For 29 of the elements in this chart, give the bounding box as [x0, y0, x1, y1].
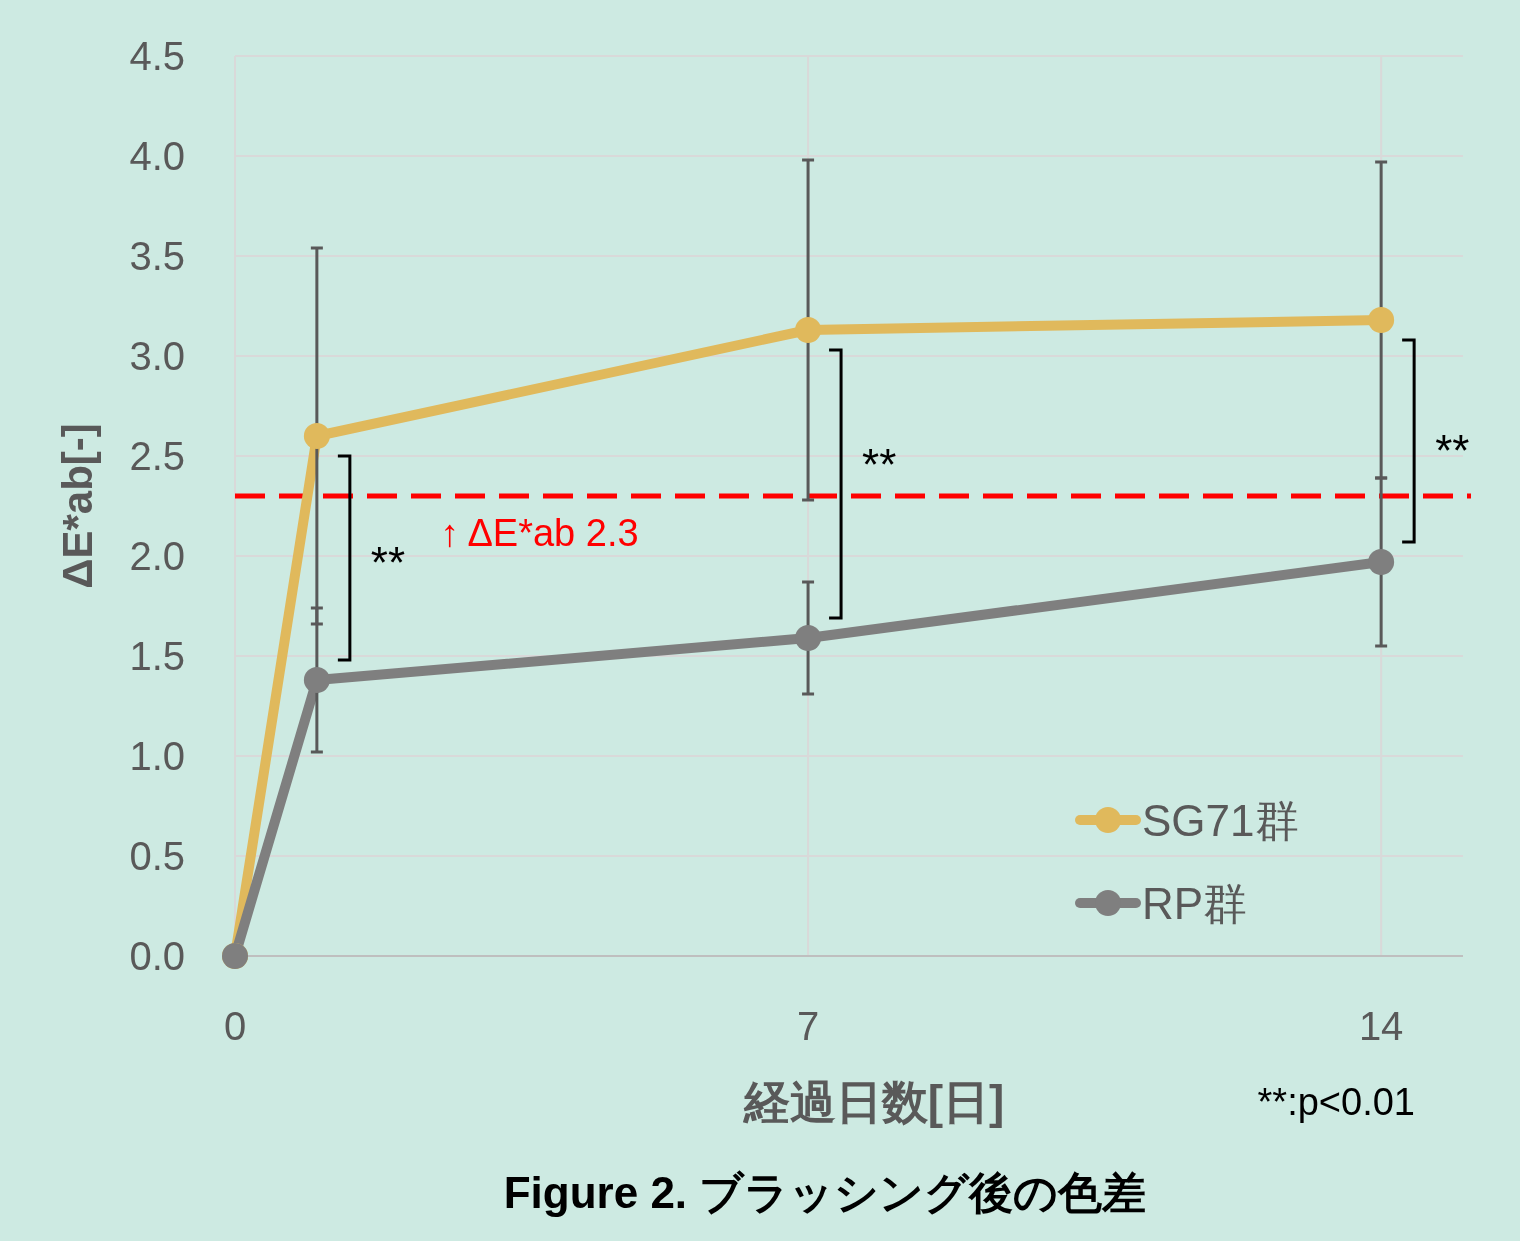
annotation: ** — [370, 538, 406, 587]
x-tick-label: 0 — [223, 1004, 247, 1048]
y-tick-label: 4.5 — [129, 34, 185, 78]
point — [795, 625, 822, 651]
legend-label: SG71群 — [1142, 796, 1299, 845]
point — [1368, 549, 1395, 575]
point — [303, 423, 330, 449]
point — [795, 317, 822, 343]
y-tick-label: 3.5 — [129, 234, 185, 278]
y-tick-label: 1.5 — [129, 634, 185, 678]
y-tick-label: 3.0 — [129, 334, 185, 378]
y-tick-label: 2.5 — [129, 434, 185, 478]
y-tick-label: 4.0 — [129, 134, 185, 178]
x-axis-title: 経過日数[日] — [741, 1076, 1005, 1128]
x-tick-label: 14 — [1358, 1004, 1404, 1048]
y-tick-label: 2.0 — [129, 534, 185, 578]
text: **:p<0.01 — [1257, 1081, 1415, 1123]
annotation: ** — [862, 440, 897, 489]
y-tick-label: 1.0 — [129, 734, 185, 778]
text: Figure 2. ブラッシング後の色差 — [503, 1168, 1147, 1217]
point — [1368, 307, 1395, 333]
annotation: ** — [1435, 426, 1470, 475]
point — [303, 667, 330, 693]
y-tick-label: 0.5 — [129, 834, 185, 878]
y-tick-label: 0.0 — [129, 934, 185, 978]
x-tick-label: 7 — [796, 1004, 820, 1048]
y-axis-title: ΔE*ab[-] — [54, 423, 101, 589]
ref-line-label: ↑ ΔE*ab 2.3 — [440, 512, 639, 554]
legend-label: RP群 — [1142, 879, 1248, 928]
